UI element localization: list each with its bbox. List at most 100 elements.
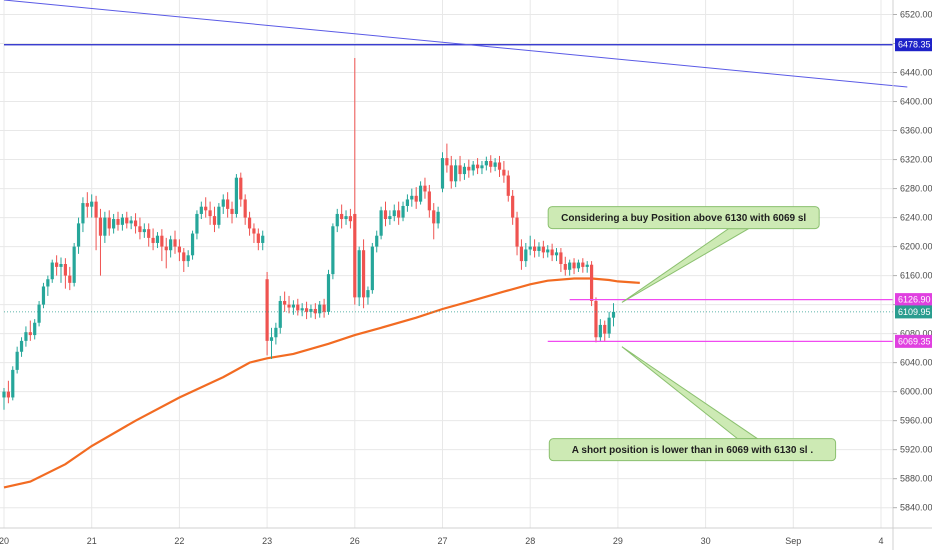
candle-body: [480, 165, 484, 169]
candle-body: [335, 213, 339, 227]
candle-body: [357, 250, 361, 298]
candle-body: [353, 213, 357, 298]
candle-body: [554, 252, 559, 256]
candle-body: [563, 264, 567, 270]
candle-body: [55, 262, 59, 267]
candle-body: [252, 228, 256, 234]
moving-average: [3, 277, 640, 489]
candle-body: [186, 255, 190, 262]
candle-body: [326, 274, 331, 312]
x-tick-label: Sep: [785, 536, 801, 546]
candle-body: [432, 210, 436, 224]
candle-body: [112, 219, 116, 229]
candle-body: [230, 208, 234, 214]
callout-text: A short position is lower than in 6069 w…: [572, 445, 814, 456]
candle-body: [418, 185, 423, 202]
y-tick-label: 6240.00: [900, 213, 932, 223]
candle-body: [598, 324, 602, 338]
candle-body: [423, 185, 427, 192]
price-tags: 6478.35 6126.90 6109.95 6069.35: [895, 38, 932, 348]
candle-body: [291, 304, 296, 308]
candle-body: [116, 219, 120, 225]
candle-body: [603, 324, 607, 334]
candle-body: [287, 304, 291, 308]
y-tick-label: 6200.00: [900, 242, 932, 252]
candle-body: [11, 369, 15, 398]
x-tick-label: 27: [437, 536, 447, 546]
candle-body: [594, 300, 598, 338]
candle-body: [125, 217, 129, 224]
x-tick-label: 29: [613, 536, 623, 546]
candle-body: [493, 162, 497, 167]
candle-body: [155, 235, 160, 243]
candle-body: [572, 262, 576, 269]
candle-body: [537, 246, 541, 251]
candle-body: [160, 235, 164, 247]
candle-body: [313, 308, 317, 314]
candle-body: [221, 199, 225, 207]
candle-body: [541, 246, 545, 253]
candle-body: [309, 308, 313, 312]
y-tick-label: 5840.00: [900, 503, 932, 513]
candle-body: [28, 332, 32, 336]
candle-body: [81, 203, 85, 224]
x-axis: 20 21 22 23 26 27 28 29 30 Sep 4: [0, 527, 932, 546]
candle-body: [405, 199, 410, 206]
x-tick-label: 28: [525, 536, 535, 546]
candle-body: [546, 249, 550, 253]
candle-body: [348, 216, 353, 222]
candle-body: [383, 210, 388, 220]
x-tick-label: 22: [174, 536, 184, 546]
moving-average-line: [3, 277, 640, 489]
candle-body: [177, 246, 181, 253]
candle-body: [454, 165, 458, 182]
candle-body: [322, 304, 326, 312]
candle-body: [502, 169, 506, 176]
candle-body: [6, 391, 10, 398]
candle-body: [98, 217, 103, 236]
price-tag-label: 6478.35: [898, 40, 931, 50]
y-axis: 5840.00 5880.00 5920.00 5960.00 6000.00 6040.…: [892, 0, 932, 550]
candle-body: [59, 264, 63, 267]
candle-body: [182, 252, 186, 262]
candle-body: [41, 286, 46, 305]
y-tick-label: 5960.00: [900, 416, 932, 426]
candle-body: [414, 195, 418, 202]
y-tick-label: 6400.00: [900, 97, 932, 107]
price-tag-label: 6126.90: [898, 295, 931, 305]
candle-body: [475, 164, 480, 169]
candle-body: [212, 216, 217, 225]
price-tag: [895, 305, 932, 319]
candle-body: [344, 216, 348, 220]
candle-body: [217, 206, 221, 225]
candle-body: [169, 239, 173, 251]
x-tick-label: 4: [878, 536, 883, 546]
candle-body: [559, 252, 563, 264]
candle-body: [138, 226, 142, 233]
x-tick-label: 20: [0, 536, 9, 546]
candle-body: [37, 304, 41, 323]
candle-body: [532, 246, 537, 251]
candles: [2, 58, 616, 410]
y-tick-label: 6440.00: [900, 68, 932, 78]
candle-body: [506, 175, 510, 196]
candle-body: [467, 166, 471, 171]
y-tick-label: 6320.00: [900, 155, 932, 165]
candle-body: [589, 264, 594, 301]
candle-body: [142, 229, 146, 233]
candle-body: [234, 177, 239, 214]
candle-body: [269, 337, 274, 341]
price-tag: [895, 334, 932, 348]
candle-body: [164, 246, 168, 251]
candle-body: [129, 220, 133, 224]
callout-box: [548, 438, 837, 462]
y-tick-label: 5880.00: [900, 474, 932, 484]
candle-body: [85, 203, 89, 207]
candle-body: [76, 223, 81, 247]
price-tag: [895, 293, 932, 307]
annotations: Considering a buy Position above 6130 wi…: [547, 206, 837, 462]
candle-body: [63, 264, 67, 276]
candle-body: [208, 210, 212, 217]
candle-body: [296, 304, 300, 311]
